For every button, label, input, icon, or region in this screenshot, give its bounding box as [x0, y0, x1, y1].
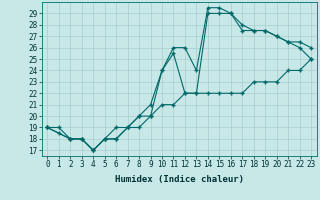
- X-axis label: Humidex (Indice chaleur): Humidex (Indice chaleur): [115, 175, 244, 184]
